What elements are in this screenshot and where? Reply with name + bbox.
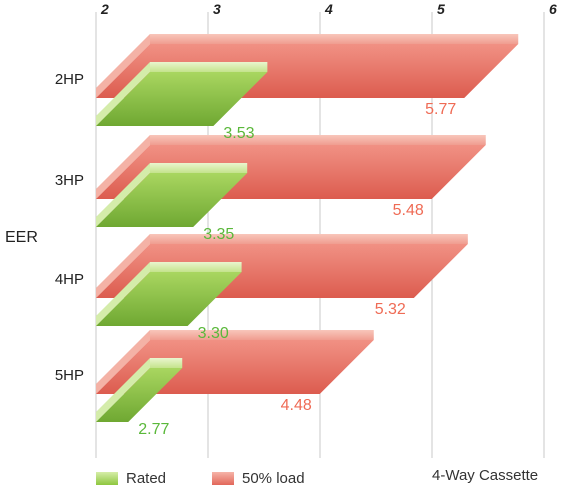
bar-rated-3hp — [96, 163, 248, 227]
data-label-50-load-2hp: 5.77 — [425, 101, 456, 118]
data-label-rated-3hp: 3.35 — [203, 226, 234, 243]
y-axis-label: EER — [5, 229, 38, 246]
bar-end-face — [96, 62, 150, 126]
category-label-2hp: 2HP — [55, 71, 84, 88]
legend-item-rated: Rated — [96, 468, 166, 488]
bar-top-face — [150, 135, 486, 145]
x-tick-label: 2 — [100, 1, 109, 17]
bar-top-face — [150, 234, 468, 244]
bar-rated-2hp — [96, 62, 268, 126]
bar-main-face — [96, 272, 242, 326]
bar-end-face — [96, 234, 150, 298]
legend-label-rated: Rated — [126, 469, 167, 487]
bar-top-face — [150, 34, 519, 44]
data-label-50-load-5hp: 4.48 — [281, 397, 312, 414]
bar-end-face — [96, 330, 150, 394]
bar-top-face — [150, 358, 183, 368]
legend-swatch-50-load — [212, 471, 234, 485]
data-label-50-load-3hp: 5.48 — [393, 202, 424, 219]
bar-end-face — [96, 358, 150, 422]
bar-rated-4hp — [96, 262, 242, 326]
bar-end-face — [96, 135, 150, 199]
data-label-rated-5hp: 2.77 — [138, 421, 169, 438]
bar-main-face — [96, 72, 268, 126]
legend-item-50-load: 50% load — [212, 468, 305, 488]
bar-end-face — [96, 262, 150, 326]
x-tick-label: 5 — [437, 1, 445, 17]
category-label-3hp: 3HP — [55, 172, 84, 189]
x-tick-label: 6 — [549, 1, 557, 17]
chart-annotation: 4-Way Cassette — [432, 467, 539, 484]
legend-label-50-load: 50% load — [242, 469, 305, 487]
bar-end-face — [96, 34, 150, 98]
legend-swatch-rated — [96, 471, 118, 485]
bars — [96, 34, 519, 422]
category-label-5hp: 5HP — [55, 367, 84, 384]
bar-top-face — [150, 262, 242, 272]
bar-rated-5hp — [96, 358, 183, 422]
category-labels: 2HP 3HP 4HP 5HP — [55, 71, 84, 384]
data-label-50-load-4hp: 5.32 — [375, 301, 406, 318]
x-tick-label: 3 — [213, 1, 221, 17]
bar-top-face — [150, 330, 374, 340]
bar-top-face — [150, 163, 248, 173]
data-label-rated-4hp: 3.30 — [198, 325, 229, 342]
data-label-rated-2hp: 3.53 — [223, 125, 254, 142]
x-tick-label: 4 — [324, 1, 333, 17]
x-axis-ticks: 2 3 4 5 6 — [100, 1, 557, 17]
data-labels: 5.77 3.53 5.48 3.35 5.32 3.30 4.48 2.77 — [138, 101, 456, 438]
bar-main-face — [96, 368, 183, 422]
bar-end-face — [96, 163, 150, 227]
bar-main-face — [96, 173, 248, 227]
bar-top-face — [150, 62, 268, 72]
category-label-4hp: 4HP — [55, 271, 84, 288]
